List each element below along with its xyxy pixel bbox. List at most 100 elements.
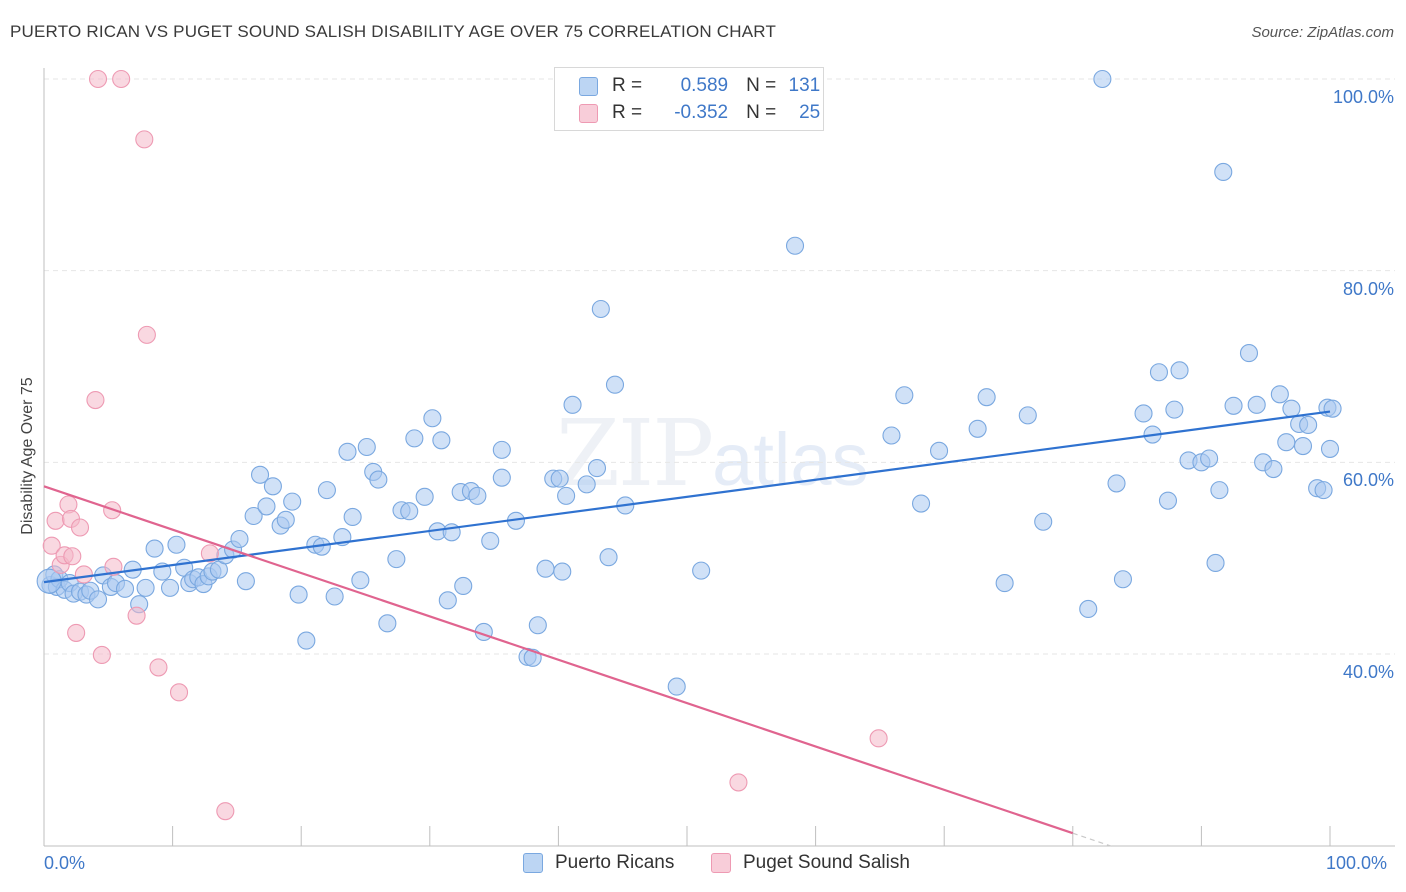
data-point-puerto-ricans — [1277, 433, 1296, 452]
data-point-puerto-ricans — [557, 486, 576, 505]
data-point-puerto-ricans — [257, 497, 276, 516]
data-point-puerto-ricans — [563, 395, 582, 414]
data-point-puerto-ricans — [400, 502, 419, 521]
data-point-puerto-ricans — [895, 386, 914, 405]
data-point-puerto-ricans — [1323, 399, 1342, 418]
data-point-puerto-ricans — [289, 585, 308, 604]
data-point-puget-sound-salish — [104, 557, 123, 576]
data-point-puget-sound-salish — [149, 658, 168, 677]
data-point-puerto-ricans — [492, 440, 511, 459]
legend-n-value: 131 — [788, 75, 821, 96]
y-tick-label: 60.0% — [1342, 470, 1394, 491]
data-point-puerto-ricans — [1158, 491, 1178, 510]
data-point-puerto-ricans — [912, 494, 931, 513]
data-point-puerto-ricans — [1282, 399, 1301, 418]
data-point-puerto-ricans — [1018, 406, 1037, 425]
data-point-puget-sound-salish — [67, 623, 86, 642]
data-point-puerto-ricans — [283, 492, 302, 511]
data-point-puget-sound-salish — [92, 645, 111, 665]
data-point-puget-sound-salish — [88, 69, 108, 89]
legend-r-label: R = — [612, 75, 643, 96]
data-point-puerto-ricans — [415, 487, 434, 506]
data-point-puerto-ricans — [1247, 395, 1266, 414]
data-point-puerto-ricans — [1299, 415, 1318, 435]
data-point-puerto-ricans — [167, 535, 186, 554]
y-tick-label: 100.0% — [1332, 87, 1394, 107]
x-tick-label-min: 0.0% — [44, 853, 86, 873]
data-point-puerto-ricans — [1239, 344, 1259, 363]
data-point-puerto-ricans — [297, 631, 316, 650]
series-puget-sound-salish — [42, 69, 888, 821]
data-point-puerto-ricans — [930, 441, 949, 460]
data-point-puerto-ricans — [236, 572, 255, 591]
legend-row-puget-sound-salish: R = -0.352 N = 25 — [579, 101, 820, 125]
legend-swatch-pink — [579, 103, 598, 123]
data-point-puerto-ricans — [1214, 162, 1233, 182]
data-point-puerto-ricans — [1165, 400, 1184, 419]
data-point-puget-sound-salish — [86, 390, 105, 410]
data-point-puerto-ricans — [785, 236, 805, 255]
data-point-puerto-ricans — [995, 574, 1014, 593]
data-point-puerto-ricans — [1320, 439, 1340, 458]
trend-lines — [43, 410, 1331, 847]
correlation-legend: R = 0.589 N = 131 R = -0.352 N = 25 — [554, 67, 824, 131]
data-point-puerto-ricans — [1093, 69, 1112, 89]
data-point-puerto-ricans — [599, 548, 618, 567]
trend-line-puget-sound-salish — [43, 485, 1074, 835]
legend-r-label: R = — [612, 102, 643, 123]
data-point-puerto-ricans — [528, 616, 547, 635]
data-point-puerto-ricans — [1134, 404, 1153, 423]
series-label-puerto-ricans: Puerto Ricans — [555, 852, 675, 873]
data-point-puerto-ricans — [378, 614, 397, 633]
legend-swatch-blue — [579, 76, 598, 96]
y-axis-label: Disability Age Over 75 — [19, 377, 36, 535]
data-point-puerto-ricans — [692, 561, 711, 580]
series-label-puget-sound-salish: Puget Sound Salish — [743, 852, 910, 873]
data-point-puerto-ricans — [405, 429, 424, 448]
data-point-puget-sound-salish — [46, 511, 65, 530]
data-point-puerto-ricans — [468, 486, 487, 505]
data-point-puerto-ricans — [351, 571, 370, 590]
data-point-puerto-ricans — [276, 510, 295, 529]
data-point-puerto-ricans — [423, 409, 442, 428]
data-point-puerto-ricans — [587, 459, 607, 478]
data-point-puerto-ricans — [369, 470, 388, 489]
data-point-puget-sound-salish — [112, 69, 131, 89]
data-point-puerto-ricans — [577, 475, 596, 494]
data-point-puerto-ricans — [432, 431, 451, 450]
data-point-puerto-ricans — [263, 477, 282, 496]
data-point-puerto-ricans — [88, 590, 108, 609]
data-point-puerto-ricans — [492, 468, 511, 487]
data-point-puerto-ricans — [454, 576, 473, 596]
data-point-puerto-ricans — [145, 539, 164, 558]
series-legend: Puerto Ricans Puget Sound Salish — [0, 852, 1406, 878]
data-point-puerto-ricans — [244, 506, 263, 526]
legend-n-label: N = — [746, 102, 777, 123]
data-point-puget-sound-salish — [869, 729, 888, 748]
data-point-puerto-ricans — [387, 550, 406, 569]
series-legend-puget-sound-salish: Puget Sound Salish — [711, 852, 910, 874]
data-point-puerto-ricans — [1206, 553, 1225, 573]
y-tick-label: 40.0% — [1342, 662, 1394, 682]
data-point-puerto-ricans — [1079, 599, 1098, 619]
data-point-puerto-ricans — [1170, 361, 1189, 380]
data-point-puerto-ricans — [343, 507, 362, 527]
series-legend-puerto-ricans: Puerto Ricans — [523, 852, 674, 874]
data-point-puerto-ricans — [1200, 449, 1219, 468]
data-point-puerto-ricans — [317, 481, 336, 500]
chart-title: PUERTO RICAN VS PUGET SOUND SALISH DISAB… — [10, 22, 777, 41]
data-point-puerto-ricans — [136, 578, 155, 597]
data-point-puerto-ricans — [1264, 459, 1283, 479]
data-point-puerto-ricans — [160, 578, 180, 597]
data-point-puget-sound-salish — [74, 565, 93, 584]
data-point-puget-sound-salish — [42, 536, 61, 555]
data-point-puget-sound-salish — [200, 544, 219, 563]
data-point-puget-sound-salish — [127, 606, 146, 625]
data-point-puerto-ricans — [553, 562, 572, 581]
source-credit: Source: ZipAtlas.com — [1251, 24, 1394, 41]
data-point-puerto-ricans — [1314, 481, 1333, 500]
data-point-puerto-ricans — [1224, 396, 1243, 415]
data-point-puerto-ricans — [481, 531, 500, 550]
legend-r-value: -0.352 — [674, 102, 729, 123]
